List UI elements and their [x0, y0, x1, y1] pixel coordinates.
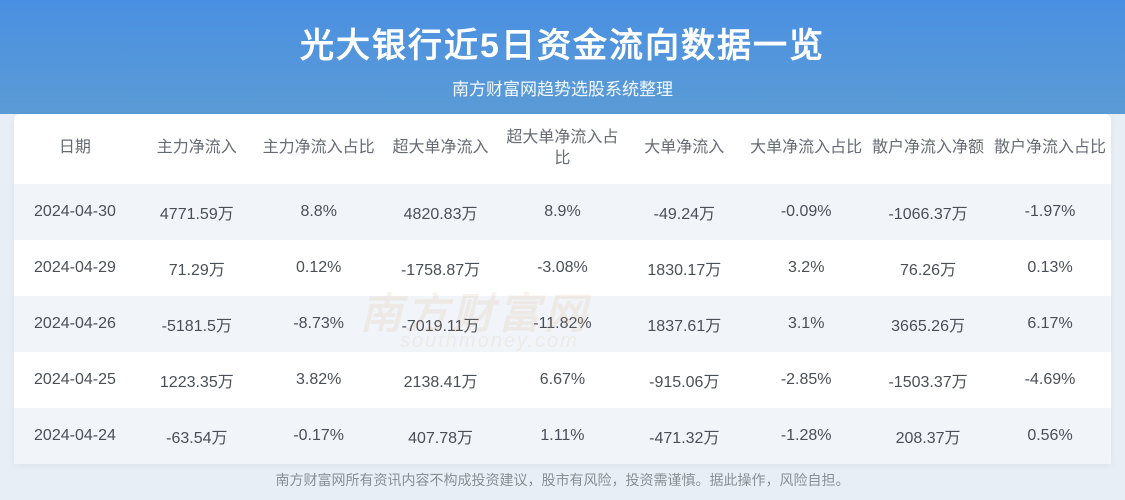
col-retail-ratio: 散户净流入占比	[989, 114, 1111, 184]
page-subtitle: 南方财富网趋势选股系统整理	[0, 75, 1125, 100]
cell: -1758.87万	[380, 240, 502, 296]
cell: 208.37万	[867, 408, 989, 464]
cell: -49.24万	[623, 184, 745, 240]
cell: -1.28%	[745, 408, 867, 464]
col-date: 日期	[14, 114, 136, 184]
cell: -1503.37万	[867, 352, 989, 408]
cell: -4.69%	[989, 352, 1111, 408]
fund-flow-table: 日期 主力净流入 主力净流入占比 超大单净流入 超大单净流入占比 大单净流入 大…	[14, 114, 1111, 464]
table-header-row: 日期 主力净流入 主力净流入占比 超大单净流入 超大单净流入占比 大单净流入 大…	[14, 114, 1111, 184]
cell: 2024-04-25	[14, 352, 136, 408]
cell: 0.13%	[989, 240, 1111, 296]
col-xl-ratio: 超大单净流入占比	[502, 114, 624, 184]
table-row: 2024-04-29 71.29万 0.12% -1758.87万 -3.08%…	[14, 240, 1111, 296]
cell: 3665.26万	[867, 296, 989, 352]
col-main-ratio: 主力净流入占比	[258, 114, 380, 184]
cell: 4771.59万	[136, 184, 258, 240]
col-retail-inflow: 散户净流入净额	[867, 114, 989, 184]
cell: 2024-04-24	[14, 408, 136, 464]
cell: -915.06万	[623, 352, 745, 408]
cell: 6.67%	[502, 352, 624, 408]
cell: 3.82%	[258, 352, 380, 408]
cell: -5181.5万	[136, 296, 258, 352]
cell: 76.26万	[867, 240, 989, 296]
cell: 1837.61万	[623, 296, 745, 352]
cell: -1066.37万	[867, 184, 989, 240]
table-body: 2024-04-30 4771.59万 8.8% 4820.83万 8.9% -…	[14, 184, 1111, 464]
page-title: 光大银行近5日资金流向数据一览	[0, 18, 1125, 67]
cell: -8.73%	[258, 296, 380, 352]
cell: -0.17%	[258, 408, 380, 464]
cell: -11.82%	[502, 296, 624, 352]
cell: -1.97%	[989, 184, 1111, 240]
cell: 4820.83万	[380, 184, 502, 240]
cell: 71.29万	[136, 240, 258, 296]
cell: 2138.41万	[380, 352, 502, 408]
col-large-ratio: 大单净流入占比	[745, 114, 867, 184]
col-xl-inflow: 超大单净流入	[380, 114, 502, 184]
cell: 3.2%	[745, 240, 867, 296]
data-table-container: 日期 主力净流入 主力净流入占比 超大单净流入 超大单净流入占比 大单净流入 大…	[14, 114, 1111, 464]
cell: 3.1%	[745, 296, 867, 352]
col-main-inflow: 主力净流入	[136, 114, 258, 184]
cell: 8.8%	[258, 184, 380, 240]
table-row: 2024-04-26 -5181.5万 -8.73% -7019.11万 -11…	[14, 296, 1111, 352]
table-row: 2024-04-30 4771.59万 8.8% 4820.83万 8.9% -…	[14, 184, 1111, 240]
cell: 2024-04-29	[14, 240, 136, 296]
cell: 0.12%	[258, 240, 380, 296]
cell: 407.78万	[380, 408, 502, 464]
cell: 1.11%	[502, 408, 624, 464]
cell: -0.09%	[745, 184, 867, 240]
cell: 1223.35万	[136, 352, 258, 408]
cell: -2.85%	[745, 352, 867, 408]
col-large-inflow: 大单净流入	[623, 114, 745, 184]
cell: -471.32万	[623, 408, 745, 464]
table-row: 2024-04-25 1223.35万 3.82% 2138.41万 6.67%…	[14, 352, 1111, 408]
cell: 2024-04-30	[14, 184, 136, 240]
cell: -63.54万	[136, 408, 258, 464]
cell: -3.08%	[502, 240, 624, 296]
header-banner: 光大银行近5日资金流向数据一览 南方财富网趋势选股系统整理	[0, 0, 1125, 114]
cell: -7019.11万	[380, 296, 502, 352]
disclaimer-footer: 南方财富网所有资讯内容不构成投资建议，股市有风险，投资需谨慎。据此操作，风险自担…	[0, 470, 1125, 490]
table-row: 2024-04-24 -63.54万 -0.17% 407.78万 1.11% …	[14, 408, 1111, 464]
cell: 6.17%	[989, 296, 1111, 352]
cell: 2024-04-26	[14, 296, 136, 352]
cell: 1830.17万	[623, 240, 745, 296]
cell: 8.9%	[502, 184, 624, 240]
cell: 0.56%	[989, 408, 1111, 464]
